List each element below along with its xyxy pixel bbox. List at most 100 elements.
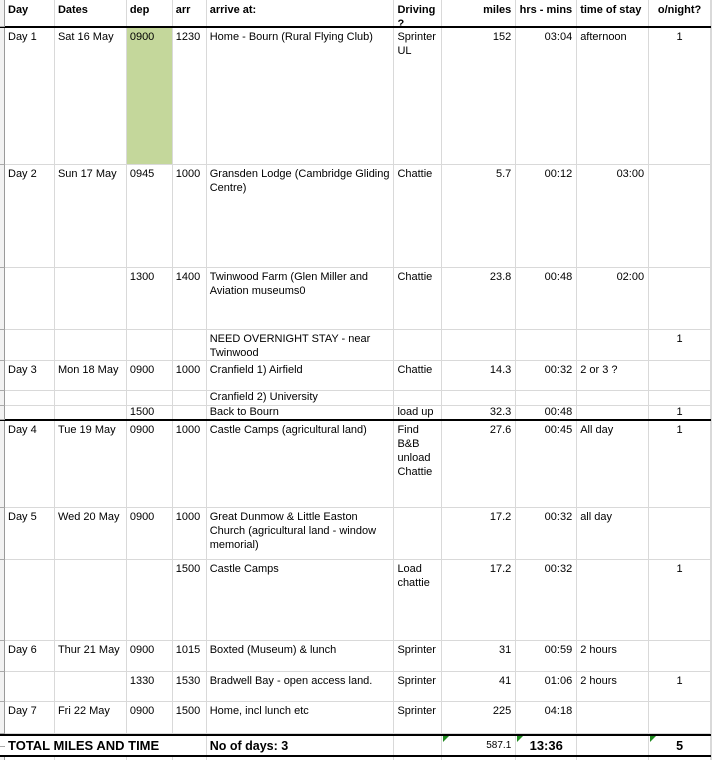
cell-arrive-at[interactable]: Cranfield 2) University [207,391,395,405]
cell-hrs-mins[interactable]: 00:32 [516,361,578,390]
cell-day[interactable] [5,330,55,360]
header-hrs-mins[interactable]: hrs - mins [516,0,578,26]
cell-dates[interactable]: Fri 22 May [55,702,127,733]
cell-dep[interactable] [127,560,173,640]
cell-overnight[interactable]: 1 [649,560,711,640]
cell-time-of-stay[interactable]: 02:00 [577,268,650,329]
cell-time-of-stay[interactable]: 2 or 3 ? [577,361,650,390]
cell-hrs-mins[interactable]: 00:32 [516,560,578,640]
cell-day[interactable]: Day 6 [5,641,55,671]
cell-miles[interactable]: 152 [442,28,517,164]
cell-arr[interactable]: 1400 [173,268,207,329]
cell-time-of-stay[interactable] [577,736,650,755]
cell-time-of-stay[interactable] [577,560,650,640]
cell-time-of-stay[interactable]: 03:00 [577,165,650,267]
cell-day[interactable]: Day 3 [5,361,55,390]
cell-time-of-stay[interactable]: afternoon [577,28,650,164]
cell-dep[interactable]: 0900 [127,361,173,390]
cell-miles[interactable]: 41 [442,672,517,701]
cell-miles[interactable]: 32.3 [442,406,517,419]
cell-driving[interactable]: Sprinter [394,702,443,733]
cell-arr[interactable] [173,736,207,755]
cell-day[interactable] [5,560,55,640]
cell-overnight[interactable]: 1 [649,672,711,701]
cell-hrs-mins[interactable]: 00:48 [516,268,578,329]
cell-driving[interactable]: Find B&B unload Chattie [394,421,443,507]
cell-arr[interactable]: 1530 [173,672,207,701]
cell-day[interactable]: Day 2 [5,165,55,267]
cell-time-of-stay[interactable]: all day [577,508,650,559]
cell-hrs-mins[interactable]: 01:06 [516,672,578,701]
cell-arrive-at[interactable]: Castle Camps (agricultural land) [207,421,395,507]
cell-driving[interactable]: Chattie [394,165,443,267]
header-dates[interactable]: Dates [55,0,127,26]
cell-driving[interactable] [394,391,443,405]
cell-day[interactable] [5,672,55,701]
cell-time-of-stay[interactable]: All day [577,421,650,507]
cell-arrive-at[interactable]: Home, incl lunch etc [207,702,395,733]
cell-overnight[interactable]: 1 [649,28,711,164]
cell-time-of-stay[interactable]: 2 hours [577,641,650,671]
header-miles[interactable]: miles [442,0,517,26]
cell-hrs-mins[interactable]: 04:18 [516,702,578,733]
cell-dep[interactable] [127,330,173,360]
cell-hrs-mins[interactable]: 00:12 [516,165,578,267]
cell-dep-highlighted[interactable]: 0900 [126,28,173,164]
cell-day[interactable] [5,406,55,419]
total-days[interactable]: No of days: 3 [207,736,395,755]
cell-driving[interactable]: Sprinter [394,641,443,671]
cell-dates[interactable]: Mon 18 May [55,361,127,390]
cell-arr[interactable] [173,406,207,419]
cell-overnight[interactable] [649,702,711,733]
cell-time-of-stay[interactable] [577,406,650,419]
cell-overnight[interactable] [649,391,711,405]
cell-dates[interactable] [55,560,127,640]
cell-time-of-stay[interactable] [577,330,650,360]
cell-arr[interactable] [173,391,207,405]
cell-dates[interactable]: Tue 19 May [55,421,127,507]
cell-miles[interactable]: 5.7 [442,165,517,267]
total-hrs-mins[interactable]: 13:36 [516,736,578,755]
cell-driving[interactable]: load up [394,406,443,419]
cell-overnight[interactable]: 1 [649,406,711,419]
cell-dep[interactable]: 0900 [127,702,173,733]
cell-overnight[interactable] [649,165,711,267]
cell-time-of-stay[interactable] [577,391,650,405]
cell-day[interactable]: Day 7 [5,702,55,733]
total-overnight[interactable]: 5 [649,736,711,755]
total-miles[interactable]: 587.1 [442,736,517,755]
cell-miles[interactable] [442,330,517,360]
cell-dep[interactable]: 0900 [127,421,173,507]
cell-driving[interactable] [394,736,443,755]
cell-dates[interactable]: Wed 20 May [55,508,127,559]
cell-hrs-mins[interactable]: 03:04 [516,28,578,164]
cell-arr[interactable]: 1000 [173,421,207,507]
cell-dep[interactable]: 0900 [127,641,173,671]
cell-miles[interactable]: 225 [442,702,517,733]
cell-arr[interactable]: 1500 [173,560,207,640]
cell-dep[interactable]: 1330 [127,672,173,701]
cell-hrs-mins[interactable]: 00:59 [516,641,578,671]
header-overnight[interactable]: o/night? [649,0,711,26]
cell-arr[interactable]: 1500 [173,702,207,733]
cell-arrive-at[interactable]: Back to Bourn [207,406,395,419]
header-day[interactable]: Day [5,0,55,26]
cell-miles[interactable]: 17.2 [442,560,517,640]
cell-arr[interactable]: 1015 [173,641,207,671]
cell-driving[interactable]: Chattie [394,268,443,329]
cell-day[interactable]: Day 5 [5,508,55,559]
cell-dates[interactable]: Sun 17 May [55,165,127,267]
cell-hrs-mins[interactable] [516,330,578,360]
cell-hrs-mins[interactable]: 00:48 [516,406,578,419]
cell-miles[interactable]: 17.2 [442,508,517,559]
cell-day[interactable] [5,268,55,329]
cell-dates[interactable] [55,330,127,360]
cell-miles[interactable] [442,391,517,405]
cell-miles[interactable]: 31 [442,641,517,671]
cell-miles[interactable]: 14.3 [442,361,517,390]
cell-driving[interactable]: Sprinter UL [394,28,443,164]
cell-arrive-at[interactable]: Boxted (Museum) & lunch [207,641,395,671]
cell-day[interactable] [5,391,55,405]
cell-dep[interactable]: 1300 [127,268,173,329]
cell-arr[interactable]: 1000 [173,165,207,267]
